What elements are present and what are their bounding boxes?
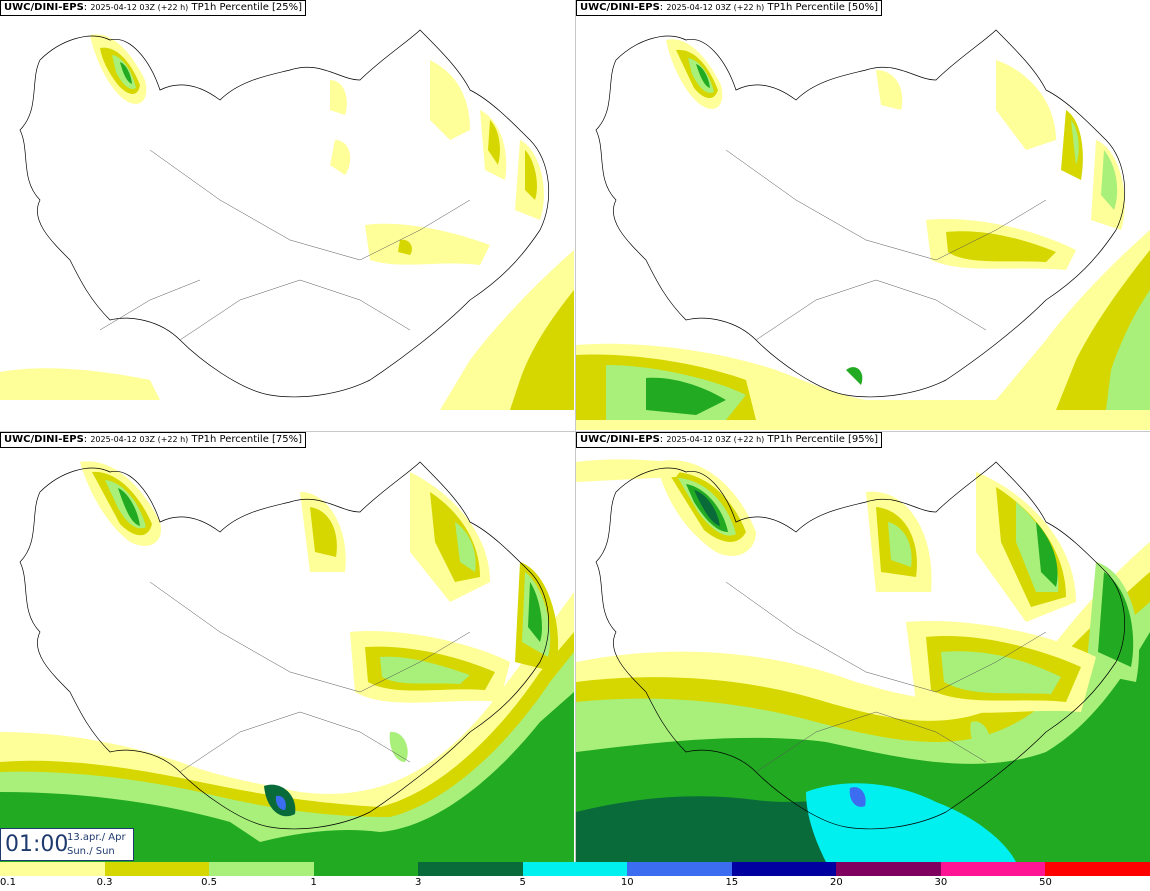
legend-label: 20 [829, 877, 843, 888]
field-name: TP1h Percentile [75%] [191, 434, 303, 445]
precip-map-p75 [0, 461, 574, 862]
map-panel-p25: UWC/DINI-EPS: 2025-04-12 03Z (+22 h) TP1… [0, 0, 574, 430]
legend-label: 0.3 [96, 877, 113, 888]
legend-swatch [836, 862, 941, 876]
legend-swatch [522, 862, 628, 876]
panel-title-p50: UWC/DINI-EPS: 2025-04-12 03Z (+22 h) TP1… [576, 0, 883, 16]
panel-divider-horizontal [0, 431, 1150, 432]
legend-label: 15 [725, 877, 739, 888]
run-time: 2025-04-12 03Z (+22 h) [666, 3, 765, 12]
model-name: UWC/DINI-EPS [580, 434, 660, 445]
legend-label: 1 [310, 877, 317, 888]
model-name: UWC/DINI-EPS [580, 2, 660, 13]
field-name: TP1h Percentile [50%] [767, 2, 879, 13]
precip-legend: 0.1 0.3 0.5 1 3 5 10 15 20 30 50 [0, 862, 1150, 891]
valid-time-clock: 01:00 [5, 832, 69, 857]
legend-swatch [209, 862, 314, 876]
map-panel-p95: UWC/DINI-EPS: 2025-04-12 03Z (+22 h) TP1… [576, 432, 1150, 862]
model-name: UWC/DINI-EPS [4, 2, 84, 13]
valid-date: 13.apr./ Apr [67, 832, 126, 843]
panel-title-p25: UWC/DINI-EPS: 2025-04-12 03Z (+22 h) TP1… [0, 0, 307, 16]
legend-label: 0.1 [0, 877, 16, 888]
legend-swatch [940, 862, 1046, 876]
run-time: 2025-04-12 03Z (+22 h) [666, 435, 765, 444]
legend-label: 3 [414, 877, 422, 888]
legend-swatch [104, 862, 210, 876]
legend-label: 0.5 [201, 877, 218, 888]
legend-label: 50 [1039, 877, 1052, 888]
panel-title-p75: UWC/DINI-EPS: 2025-04-12 03Z (+22 h) TP1… [0, 432, 307, 448]
legend-label: 30 [934, 877, 948, 888]
precip-map-p50 [576, 29, 1150, 430]
legend-color-bar [0, 862, 1150, 876]
map-panel-p50: UWC/DINI-EPS: 2025-04-12 03Z (+22 h) TP1… [576, 0, 1150, 430]
field-name: TP1h Percentile [25%] [191, 2, 303, 13]
precip-map-p25 [0, 29, 574, 410]
panel-title-p95: UWC/DINI-EPS: 2025-04-12 03Z (+22 h) TP1… [576, 432, 883, 448]
legend-swatch [627, 862, 732, 876]
legend-swatch [418, 862, 523, 876]
valid-time-box: 01:00 13.apr./ Apr Sun./ Sun [0, 828, 134, 861]
precip-map-p95 [576, 459, 1150, 862]
legend-label: 10 [620, 877, 634, 888]
legend-swatch [1045, 862, 1150, 876]
model-name: UWC/DINI-EPS [4, 434, 84, 445]
run-time: 2025-04-12 03Z (+22 h) [90, 435, 189, 444]
valid-day: Sun./ Sun [67, 846, 115, 857]
map-panel-p75: UWC/DINI-EPS: 2025-04-12 03Z (+22 h) TP1… [0, 432, 574, 862]
field-name: TP1h Percentile [95%] [767, 434, 879, 445]
legend-swatch [313, 862, 419, 876]
legend-label: 5 [519, 877, 526, 888]
run-time: 2025-04-12 03Z (+22 h) [90, 3, 189, 12]
legend-swatch [0, 862, 105, 876]
legend-swatch [731, 862, 837, 876]
